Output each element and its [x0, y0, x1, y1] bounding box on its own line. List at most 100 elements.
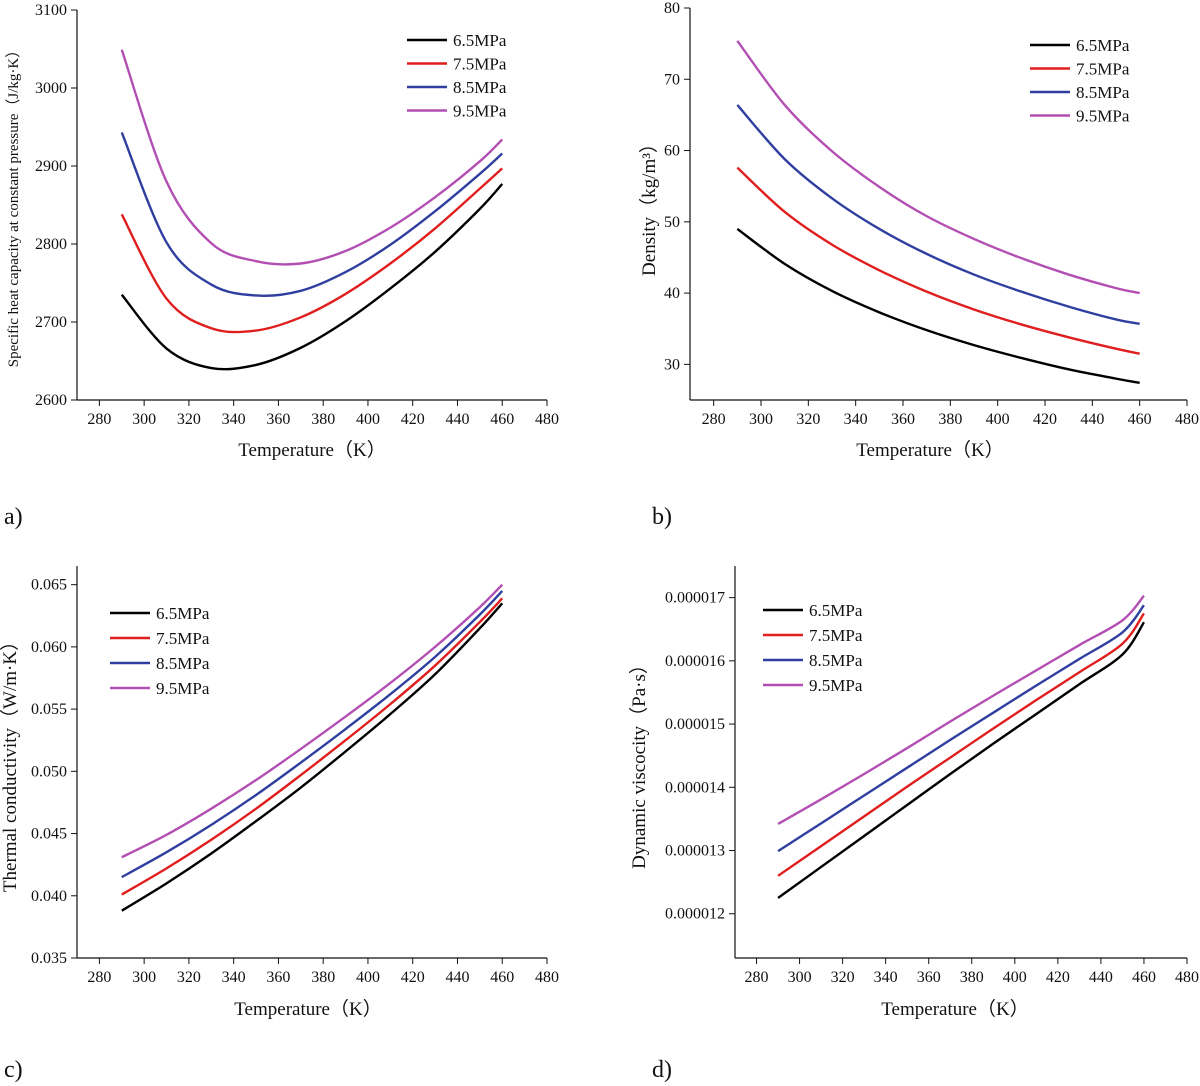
x-tick-label: 440: [1080, 411, 1104, 428]
panel-label: b): [652, 504, 672, 530]
y-tick-label: 70: [664, 71, 680, 88]
y-tick-label: 0.050: [31, 763, 67, 780]
x-tick-label: 280: [745, 969, 769, 986]
y-tick-label: 0.000015: [665, 716, 725, 733]
y-tick-label: 0.040: [31, 888, 67, 905]
panel-label: c): [4, 1057, 23, 1083]
x-tick-label: 480: [535, 969, 559, 986]
x-tick-label: 320: [177, 411, 201, 428]
x-tick-label: 420: [401, 969, 425, 986]
y-tick-label: 0.000017: [665, 590, 725, 607]
y-axis-title: Density（kg/m³）: [638, 134, 660, 276]
x-tick-label: 440: [445, 411, 469, 428]
series-line-6.5MPa: [120, 183, 504, 371]
y-tick-label: 2700: [35, 314, 67, 331]
x-tick-label: 380: [311, 969, 335, 986]
series-line-6.5MPa: [121, 602, 504, 912]
y-tick-label: 60: [664, 143, 680, 160]
x-tick-label: 300: [132, 969, 156, 986]
panel-a: 280 300 320 340 360 380 400 420 440 460 480 2600 270…: [4, 2, 559, 530]
y-tick-label: 0.065: [31, 577, 67, 594]
x-tick-label: 400: [986, 411, 1010, 428]
y-tick-label: 0.000014: [665, 779, 725, 796]
panel-label: d): [652, 1057, 672, 1083]
x-tick-label: 380: [938, 411, 962, 428]
legend-label: 8.5MPa: [453, 78, 507, 97]
x-tick-label: 400: [356, 969, 380, 986]
x-tick-label: 300: [749, 411, 773, 428]
x-tick-label: 360: [266, 969, 290, 986]
x-tick-label: 340: [874, 969, 898, 986]
x-tick-label: 480: [535, 411, 559, 428]
panel-c: 280 300 320 340 360 380 400 420 440 460 480 0.035 0.…: [0, 566, 559, 1083]
series-line-9.5MPa: [120, 49, 504, 266]
legend-label: 9.5MPa: [156, 679, 210, 698]
series-line-7.5MPa: [121, 597, 504, 896]
legend-label: 7.5MPa: [453, 55, 507, 74]
series-line-7.5MPa: [777, 612, 1145, 877]
x-tick-label: 360: [891, 411, 915, 428]
x-tick-label: 480: [1175, 969, 1199, 986]
y-tick-label: 40: [664, 285, 680, 302]
y-tick-label: 50: [664, 214, 680, 231]
legend-label: 6.5MPa: [809, 601, 863, 620]
x-tick-label: 340: [222, 411, 246, 428]
x-tick-label: 400: [356, 411, 380, 428]
x-tick-label: 480: [1175, 411, 1199, 428]
series-line-9.5MPa: [121, 583, 504, 859]
y-axis-title: Specific heat capacity at constant press…: [5, 43, 22, 367]
x-tick-label: 400: [1003, 969, 1027, 986]
series-line-7.5MPa: [120, 167, 504, 334]
y-tick-label: 0.000012: [665, 906, 725, 923]
series-line-7.5MPa: [736, 166, 1140, 355]
x-tick-label: 300: [132, 411, 156, 428]
x-tick-label: 380: [960, 969, 984, 986]
y-tick-label: 0.045: [31, 826, 67, 843]
x-tick-label: 420: [1046, 969, 1070, 986]
x-axis-title: Temperature（K）: [234, 998, 381, 1020]
legend-label: 9.5MPa: [1076, 107, 1130, 126]
x-tick-label: 460: [1132, 969, 1156, 986]
legend-label: 8.5MPa: [809, 651, 863, 670]
legend-label: 7.5MPa: [156, 629, 210, 648]
x-tick-label: 440: [1089, 969, 1113, 986]
x-tick-label: 340: [222, 969, 246, 986]
legend-label: 6.5MPa: [156, 604, 210, 623]
series-line-6.5MPa: [777, 621, 1145, 899]
x-tick-label: 460: [490, 411, 514, 428]
y-tick-label: 2900: [35, 158, 67, 175]
x-tick-label: 340: [844, 411, 868, 428]
x-tick-label: 280: [702, 411, 726, 428]
y-tick-label: 3000: [35, 80, 67, 97]
legend-label: 6.5MPa: [453, 31, 507, 50]
legend-label: 9.5MPa: [809, 676, 863, 695]
panel-label: a): [4, 504, 23, 530]
y-tick-label: 80: [664, 0, 680, 17]
x-tick-label: 320: [831, 969, 855, 986]
x-tick-label: 320: [796, 411, 820, 428]
legend-label: 9.5MPa: [453, 102, 507, 121]
x-tick-label: 460: [490, 969, 514, 986]
y-axis-title: Dynamic viscocity（Pa·s）: [628, 655, 650, 869]
series-line-8.5MPa: [121, 590, 504, 879]
y-tick-label: 0.000016: [665, 653, 725, 670]
x-tick-label: 360: [266, 411, 290, 428]
x-tick-label: 300: [788, 969, 812, 986]
x-axis-title: Temperature（K）: [856, 439, 1003, 461]
legend-label: 6.5MPa: [1076, 36, 1130, 55]
legend-label: 8.5MPa: [1076, 83, 1130, 102]
x-axis-title: Temperature（K）: [238, 439, 385, 461]
y-tick-label: 0.035: [31, 950, 67, 967]
x-tick-label: 440: [445, 969, 469, 986]
y-tick-label: 0.000013: [665, 843, 725, 860]
y-tick-label: 0.060: [31, 639, 67, 656]
legend-label: 8.5MPa: [156, 654, 210, 673]
series-line-8.5MPa: [736, 104, 1140, 325]
y-tick-label: 30: [664, 356, 680, 373]
x-tick-label: 460: [1128, 411, 1152, 428]
x-tick-label: 280: [87, 411, 111, 428]
series-line-9.5MPa: [777, 594, 1145, 826]
series-line-8.5MPa: [777, 604, 1145, 853]
